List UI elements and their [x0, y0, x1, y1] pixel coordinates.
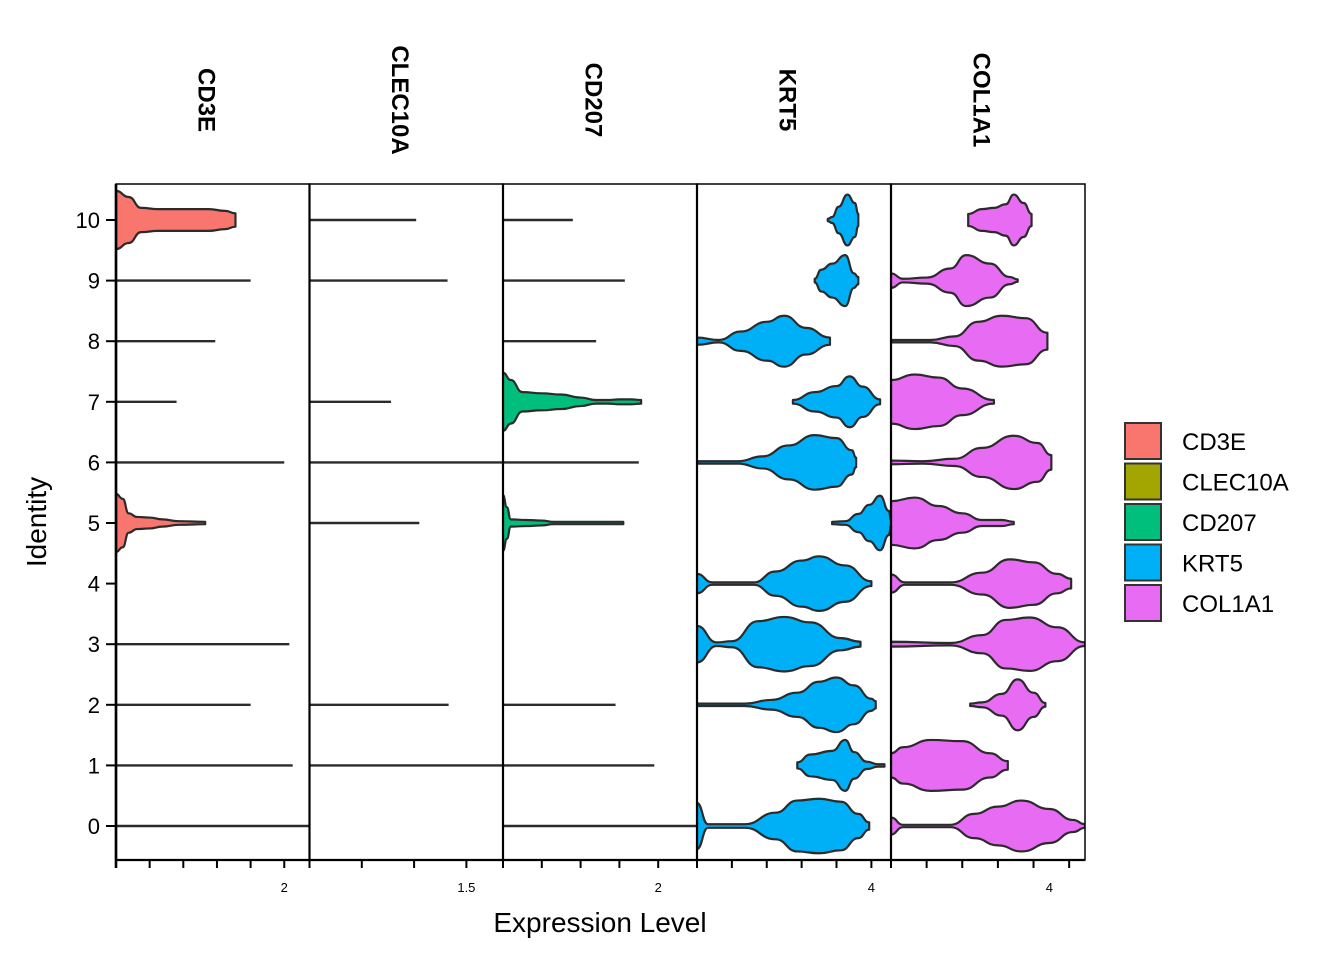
- violin-krt5-identity-0: [697, 797, 871, 855]
- panel-clec10a: CLEC10A: [308, 45, 504, 861]
- x-tick-label: 2: [281, 880, 288, 895]
- legend-swatch: [1124, 503, 1162, 541]
- facet-label-krt5: KRT5: [774, 69, 801, 132]
- legend-label: COL1A1: [1182, 591, 1274, 618]
- violin-col1a1-identity-6: [891, 434, 1053, 491]
- violin-col1a1-identity-8: [891, 314, 1049, 368]
- legend-swatch: [1124, 422, 1162, 460]
- legend-swatch: [1124, 584, 1162, 622]
- violin-krt5-identity-7: [791, 375, 882, 429]
- y-tick-label: 3: [88, 632, 100, 657]
- violin-cd3e-identity-10: [116, 189, 237, 251]
- y-tick-label: 5: [88, 511, 100, 536]
- violin-krt5-identity-3: [697, 615, 862, 673]
- x-tick-label: 2: [655, 880, 662, 895]
- legend-label: CD207: [1182, 510, 1257, 537]
- y-tick-label: 9: [88, 269, 100, 294]
- legend-item-col1a1: COL1A1: [1124, 584, 1274, 622]
- y-axis-title: Identity: [21, 477, 52, 567]
- x-tick-label: 4: [1046, 880, 1053, 895]
- x-axis-title: Expression Level: [493, 907, 706, 938]
- legend-item-krt5: KRT5: [1124, 543, 1243, 582]
- y-tick-label: 0: [88, 814, 100, 839]
- legend-label: KRT5: [1182, 551, 1243, 578]
- y-tick-label: 4: [88, 572, 100, 597]
- legend-label: CLEC10A: [1182, 470, 1289, 497]
- legend-swatch: [1124, 543, 1162, 582]
- facet-label-col1a1: COL1A1: [968, 53, 995, 148]
- facet-label-clec10a: CLEC10A: [386, 45, 413, 154]
- x-axis: 2 1.5 2 4 4: [115, 858, 1085, 895]
- violin-col1a1-identity-2: [969, 678, 1047, 732]
- violin-col1a1-identity-4: [891, 558, 1073, 609]
- y-axis: 0 1 2 3 4 5 6 7 8 9 10: [76, 184, 118, 868]
- legend-item-cd207: CD207: [1124, 503, 1257, 541]
- x-tick-label: 1.5: [457, 880, 475, 895]
- x-tick-label: 4: [868, 880, 875, 895]
- facet-label-cd3e: CD3E: [192, 68, 219, 132]
- legend-swatch: [1124, 462, 1162, 501]
- violin-col1a1-identity-9: [891, 254, 1019, 308]
- violin-col1a1-identity-3: [891, 616, 1085, 672]
- violin-krt5-identity-5: [831, 494, 891, 552]
- violin-col1a1-identity-7: [891, 373, 996, 431]
- panels: CD3E CLEC10A CD207 KRT5 COL1A1: [114, 45, 1086, 861]
- violin-krt5-identity-4: [697, 555, 873, 612]
- panel-cd3e: CD3E: [114, 68, 311, 861]
- y-tick-label: 8: [88, 329, 100, 354]
- y-tick-label: 1: [88, 753, 100, 778]
- legend-item-clec10a: CLEC10A: [1124, 462, 1289, 501]
- violin-krt5-identity-8: [697, 314, 832, 368]
- violin-krt5-identity-1: [796, 738, 886, 792]
- legend-label: CD3E: [1182, 429, 1246, 456]
- violin-cd207-identity-7: [503, 371, 643, 432]
- violin-col1a1-identity-5: [891, 496, 1015, 550]
- y-tick-label: 6: [88, 450, 100, 475]
- y-tick-label: 2: [88, 693, 100, 718]
- legend-item-cd3e: CD3E: [1124, 422, 1246, 460]
- violin-krt5-identity-10: [826, 193, 860, 247]
- violin-krt5-identity-9: [813, 254, 860, 308]
- panel-col1a1: COL1A1: [889, 53, 1086, 861]
- violin-krt5-identity-6: [697, 434, 858, 491]
- panel-cd207: CD207: [501, 63, 698, 861]
- panel-krt5: KRT5: [695, 69, 892, 861]
- facet-label-cd207: CD207: [580, 63, 607, 138]
- violin-col1a1-identity-10: [967, 193, 1033, 247]
- y-tick-label: 7: [88, 390, 100, 415]
- y-tick-label: 10: [76, 208, 100, 233]
- violin-cd3e-identity-5: [116, 492, 207, 554]
- violin-col1a1-identity-1: [891, 738, 1009, 792]
- violin-col1a1-identity-0: [891, 799, 1085, 853]
- violin-krt5-identity-2: [697, 676, 877, 734]
- violin-cd207-identity-5: [503, 494, 625, 552]
- legend: CD3E CLEC10A CD207 KRT5 COL1A1: [1124, 422, 1289, 622]
